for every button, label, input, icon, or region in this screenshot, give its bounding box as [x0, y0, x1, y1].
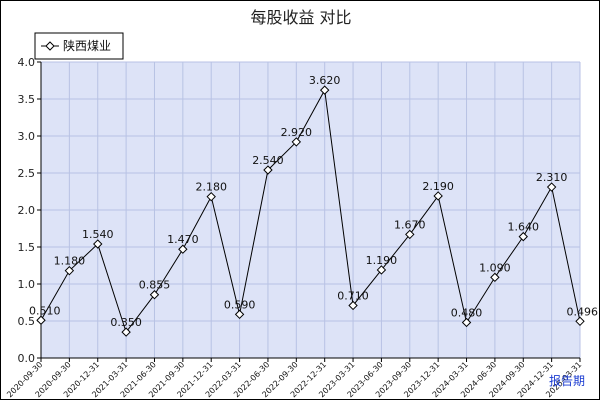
data-point — [93, 239, 103, 249]
data-point — [206, 191, 216, 202]
data-label: 0.590 — [224, 298, 256, 311]
y-axis-ticks: 0.0 0.5 1.0 1.5 2.0 2.5 3.0 3.5 4.0 — [18, 56, 41, 365]
y-tick-label: 0.0 — [18, 352, 36, 365]
data-label: 0.480 — [451, 306, 483, 319]
chart-title: 每股收益 对比 — [250, 8, 351, 27]
data-label: 1.670 — [394, 218, 426, 231]
data-label: 1.190 — [366, 254, 398, 267]
data-point — [319, 85, 330, 95]
data-point — [433, 191, 443, 201]
series-line — [40, 88, 581, 334]
y-tick-label: 2.0 — [18, 204, 36, 217]
data-point — [461, 317, 472, 328]
data-point — [490, 272, 500, 283]
data-point — [376, 265, 387, 275]
y-tick-label: 3.0 — [18, 130, 36, 143]
data-point — [546, 182, 557, 192]
y-tick-label: 2.5 — [18, 167, 36, 180]
legend-marker-icon — [45, 41, 55, 51]
data-label: 1.180 — [54, 255, 86, 268]
x-axis-ticks: 2020-09-302020-09-302020-12-312021-03-31… — [5, 358, 583, 399]
y-tick-label: 4.0 — [18, 56, 36, 69]
data-point — [518, 231, 528, 242]
y-tick-label: 0.5 — [18, 315, 36, 328]
data-point — [291, 137, 302, 147]
data-label: 1.470 — [167, 233, 199, 246]
data-label: 2.310 — [536, 171, 568, 184]
legend: 陕西煤业 — [34, 32, 124, 60]
data-point — [149, 290, 160, 300]
data-point — [64, 265, 75, 276]
y-tick-label: 1.5 — [18, 241, 36, 254]
data-label: 1.540 — [82, 228, 114, 241]
data-label: 1.640 — [508, 221, 540, 234]
data-point — [36, 315, 46, 325]
y-tick-label: 3.5 — [18, 93, 36, 106]
data-label: 2.540 — [252, 154, 284, 167]
series-layer: 0.510 1.180 1.540 0.350 0.855 1.470 2.180 0.590… — [29, 74, 599, 337]
legend-label: 陕西煤业 — [63, 38, 111, 53]
data-label: 0.496 — [567, 305, 599, 318]
data-point — [575, 316, 585, 327]
data-point — [234, 309, 245, 320]
data-label: 0.710 — [337, 289, 369, 302]
data-point — [121, 327, 131, 337]
data-point — [405, 229, 415, 240]
data-label: 2.180 — [195, 181, 227, 194]
data-label: 2.920 — [281, 126, 313, 139]
y-tick-label: 1.0 — [18, 278, 36, 291]
data-label: 0.350 — [110, 316, 142, 329]
data-label: 0.855 — [139, 279, 171, 292]
data-label: 1.090 — [479, 261, 511, 274]
data-label: 3.620 — [309, 74, 341, 87]
data-label: 0.510 — [29, 304, 61, 317]
data-point — [348, 300, 358, 311]
data-point — [263, 165, 273, 175]
data-point — [178, 244, 188, 254]
x-axis-title: 报告期 — [549, 373, 585, 388]
data-label: 2.190 — [422, 180, 454, 193]
